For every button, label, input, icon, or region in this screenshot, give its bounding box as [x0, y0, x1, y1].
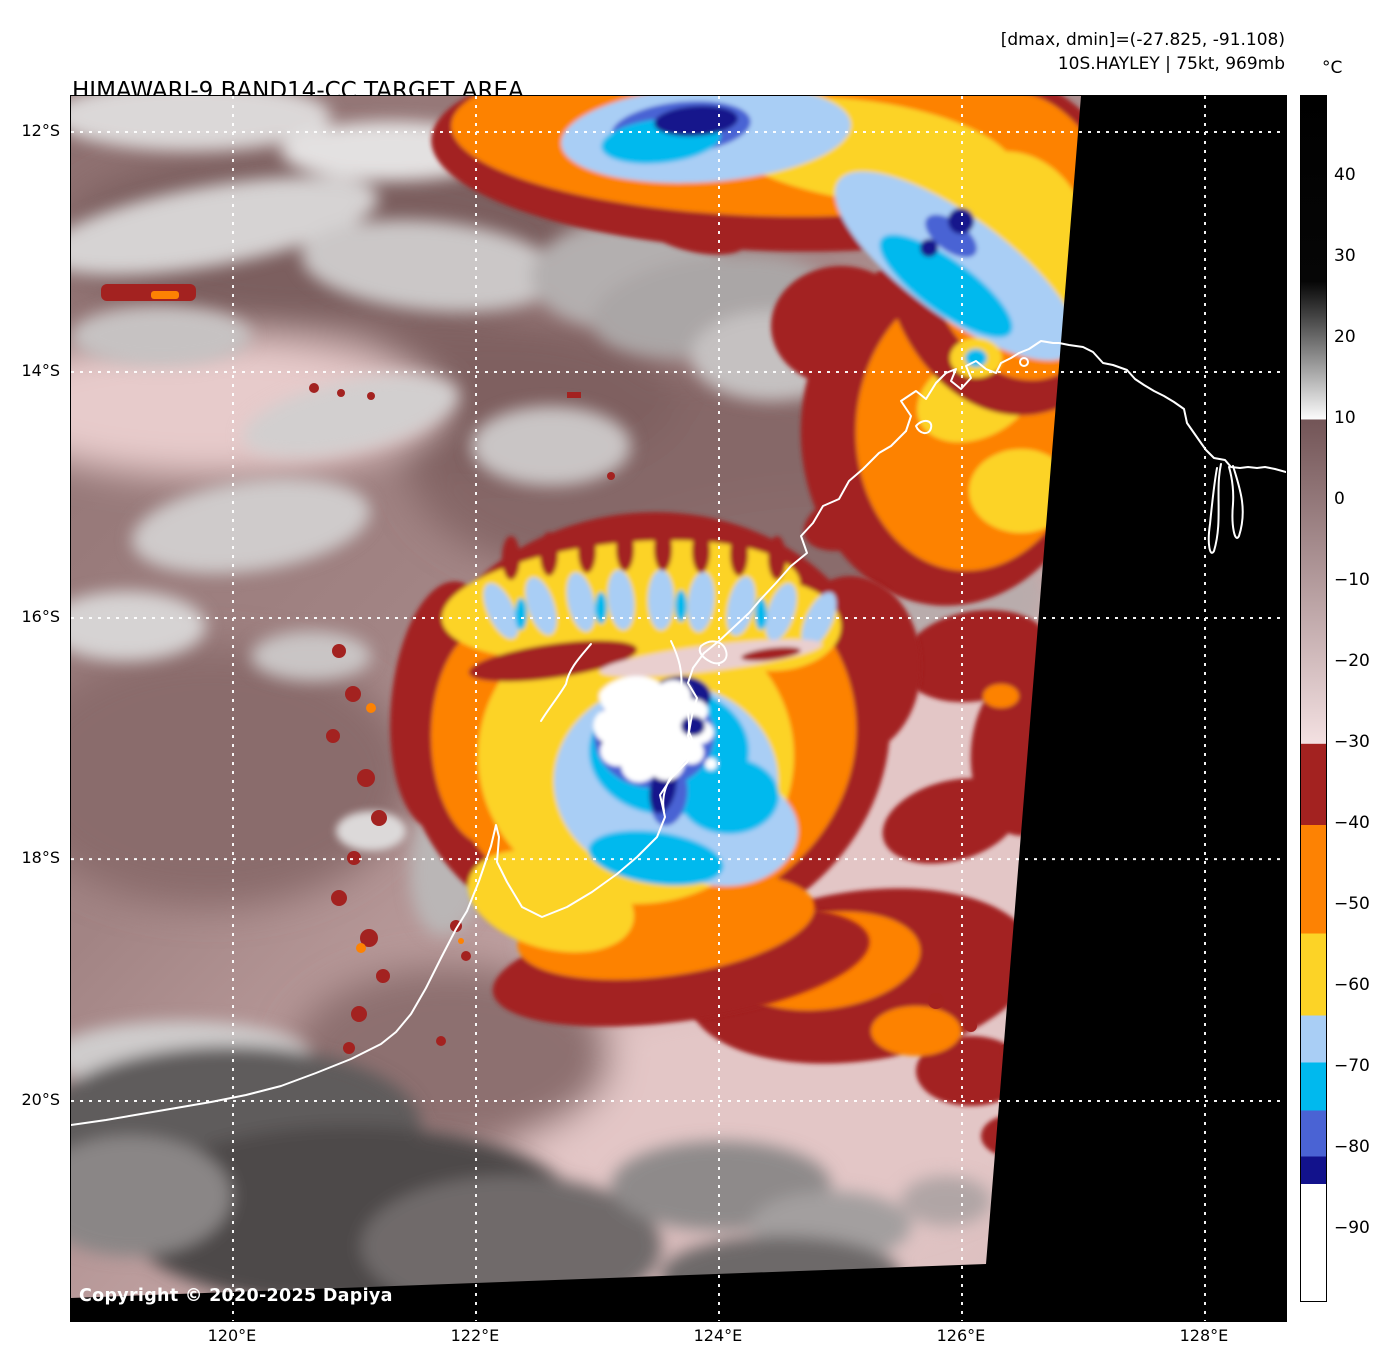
longitude-tick-label: 122°E [450, 1326, 500, 1345]
latitude-tick-label: 12°S [21, 121, 60, 140]
longitude-tick-label: 124°E [693, 1326, 743, 1345]
latitude-tick-label: 20°S [21, 1089, 60, 1109]
stats-block: [dmax, dmin]=(-27.825, -91.108) 10S.HAYL… [1001, 28, 1285, 76]
colorbar-tick-label: −30 [1334, 732, 1370, 753]
satellite-map: Copyright © 2020-2025 Dapiya [70, 95, 1287, 1322]
colorbar-tick-label: −60 [1334, 974, 1370, 995]
colorbar-tick-label: 30 [1334, 245, 1356, 266]
out-of-swath-region [71, 96, 1286, 1321]
colorbar-tick-label: 0 [1334, 489, 1345, 509]
colorbar-tick-label: −20 [1334, 650, 1370, 671]
colorbar-tick-label: −50 [1334, 894, 1370, 914]
longitude-tick-label: 128°E [1179, 1326, 1229, 1345]
storm-readout: 10S.HAYLEY | 75kt, 969mb [1057, 54, 1285, 74]
colorbar-unit-label: °C [1322, 58, 1343, 78]
colorbar-tick-label: −10 [1334, 569, 1370, 590]
temperature-colorbar [1300, 95, 1327, 1302]
copyright-notice: Copyright © 2020-2025 Dapiya [79, 1286, 393, 1306]
satellite-image [71, 96, 1286, 1321]
latitude-tick-label: 14°S [21, 360, 60, 380]
coastline [71, 340, 1286, 1126]
latitude-tick-label: 18°S [21, 848, 60, 868]
colorbar-tick-label: −80 [1334, 1137, 1370, 1158]
graticule [71, 96, 1286, 1321]
colorbar-tick-label: −70 [1334, 1055, 1370, 1076]
dmax-dmin-readout: [dmax, dmin]=(-27.825, -91.108) [1000, 30, 1285, 50]
colorbar-tick-label: 40 [1334, 164, 1356, 185]
colorbar-tick-label: −40 [1334, 813, 1370, 834]
latitude-tick-label: 16°S [21, 606, 60, 626]
longitude-axis: 120°E 122°E 124°E 126°E 128°E [70, 1326, 1285, 1350]
latitude-axis: 12°S 14°S 16°S 18°S 20°S [0, 95, 62, 1320]
longitude-tick-label: 126°E [936, 1326, 986, 1345]
colorbar-tick-label: −90 [1334, 1218, 1370, 1239]
colorbar-tick-label: 20 [1334, 327, 1356, 348]
product-title: HIMAWARI-9 BAND14-CC TARGET AREA [72, 78, 524, 104]
colorbar-tick-labels: 40 30 20 10 0 −10 −20 −30 −40 −50 −60 −70 −80 −90 [1334, 95, 1386, 1300]
colorbar-tick-label: 10 [1334, 408, 1356, 429]
longitude-tick-label: 120°E [207, 1326, 257, 1345]
